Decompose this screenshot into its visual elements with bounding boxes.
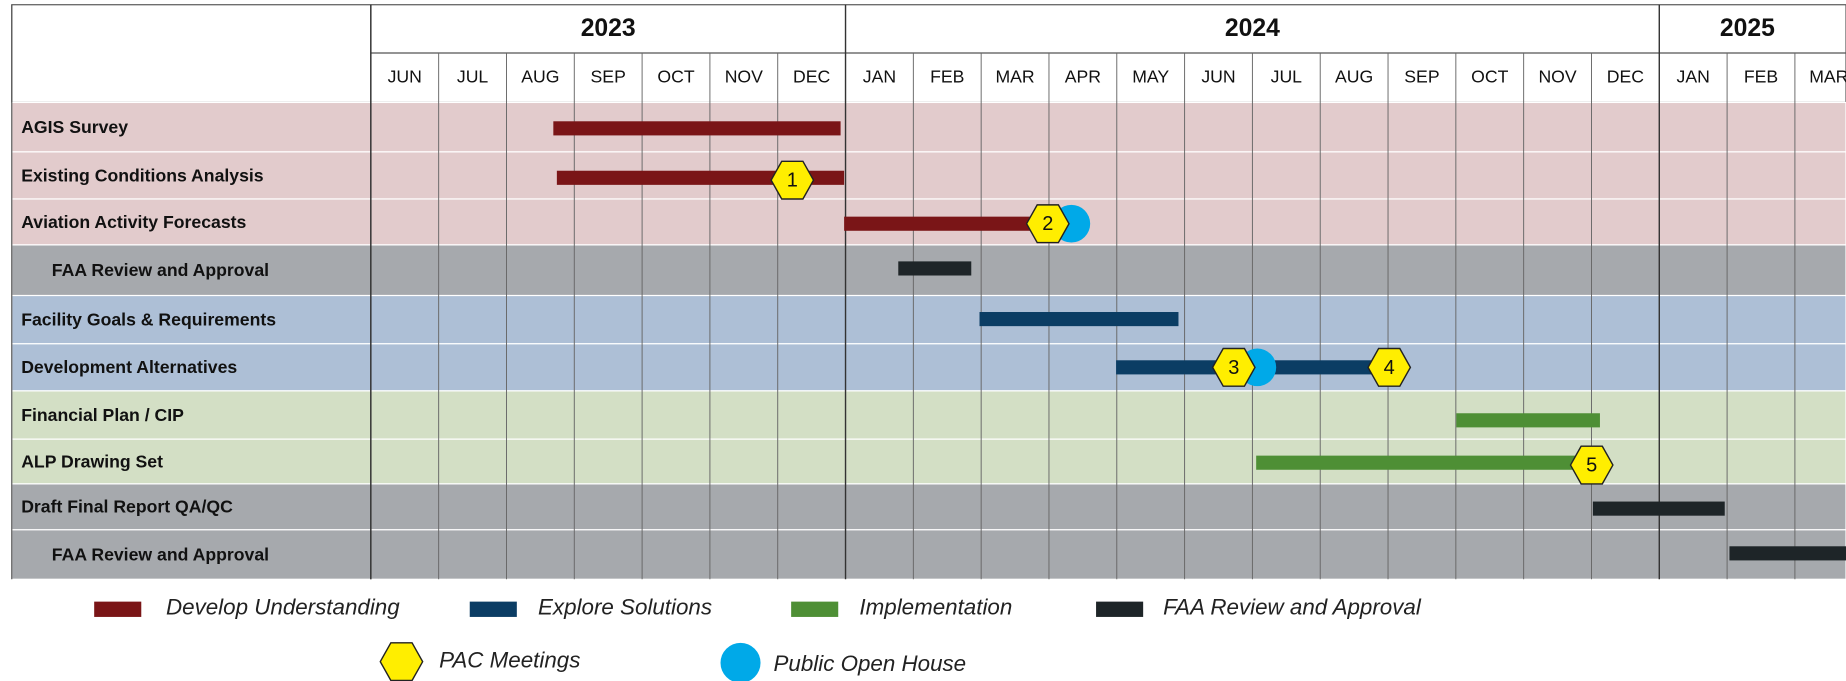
milestone-number: 4 [1384,357,1395,379]
task-label: Financial Plan / CIP [21,405,184,425]
month-label: NOV [1538,66,1576,86]
task-bar [1592,501,1725,516]
task-label: Aviation Activity Forecasts [21,212,246,232]
pac-meeting [1367,347,1412,387]
month-label: SEP [1404,66,1439,86]
month-label: MAR [1809,66,1846,86]
task-bar [1456,413,1600,428]
task-label: FAA Review and Approval [52,544,269,564]
legend-label: Public Open House [773,651,966,676]
task-bar [979,312,1179,327]
legend-swatch [94,601,142,617]
task-row [11,294,1846,345]
legend-label: PAC Meetings [439,648,580,673]
task-row [11,529,1846,580]
month-label: NOV [725,66,763,86]
task-label: AGIS Survey [21,117,128,137]
legend-label: Implementation [859,595,1012,620]
task-bar [1729,546,1846,561]
task-row [11,343,1846,392]
legend-swatch [791,601,839,617]
legend-swatch [1096,601,1144,617]
legend-label: Explore Solutions [538,595,712,620]
task-label: Development Alternatives [21,357,237,377]
milestone-number: 1 [787,170,798,192]
month-label: APR [1065,66,1101,86]
task-row [11,244,1846,297]
month-label: JUL [457,66,489,86]
month-label: FEB [930,66,964,86]
month-label: FEB [1744,66,1778,86]
month-label: JAN [863,66,896,86]
month-label: OCT [1471,66,1508,86]
milestone-number: 2 [1042,213,1053,235]
month-label: OCT [657,66,694,86]
task-bar [898,261,972,276]
task-row [11,151,1846,200]
task-label: Draft Final Report QA/QC [21,497,233,517]
task-label: Facility Goals & Requirements [21,309,276,329]
month-label: JUN [388,66,422,86]
month-label: MAR [995,66,1034,86]
task-bar [553,121,841,136]
task-label: FAA Review and Approval [52,260,269,280]
month-label: DEC [1607,66,1645,86]
month-label: DEC [793,66,831,86]
month-label: AUG [521,66,559,86]
task-bar [1256,455,1590,470]
year-label: 2025 [1720,15,1775,42]
month-label: AUG [1335,66,1373,86]
pac-meeting [1569,445,1614,485]
month-label: JUN [1201,66,1235,86]
legend-circle [720,642,761,681]
month-label: JAN [1677,66,1710,86]
year-label: 2024 [1225,15,1280,42]
task-row [11,101,1846,153]
pac-meeting [1025,204,1070,244]
pac-meeting [770,160,815,200]
legend-label: FAA Review and Approval [1163,595,1422,620]
month-label: JUL [1271,66,1303,86]
month-label: SEP [591,66,626,86]
milestone-number: 3 [1228,357,1239,379]
legend-swatch [469,601,517,617]
pac-meeting [1211,347,1256,387]
year-label: 2023 [581,15,636,42]
month-label: MAY [1132,66,1169,86]
legend-label: Develop Understanding [166,595,400,620]
task-label: Existing Conditions Analysis [21,165,264,185]
task-bar [844,216,1066,231]
legend-hexagon [379,642,424,681]
task-row [11,483,1846,531]
task-label: ALP Drawing Set [21,451,163,471]
milestone-number: 5 [1586,455,1597,477]
